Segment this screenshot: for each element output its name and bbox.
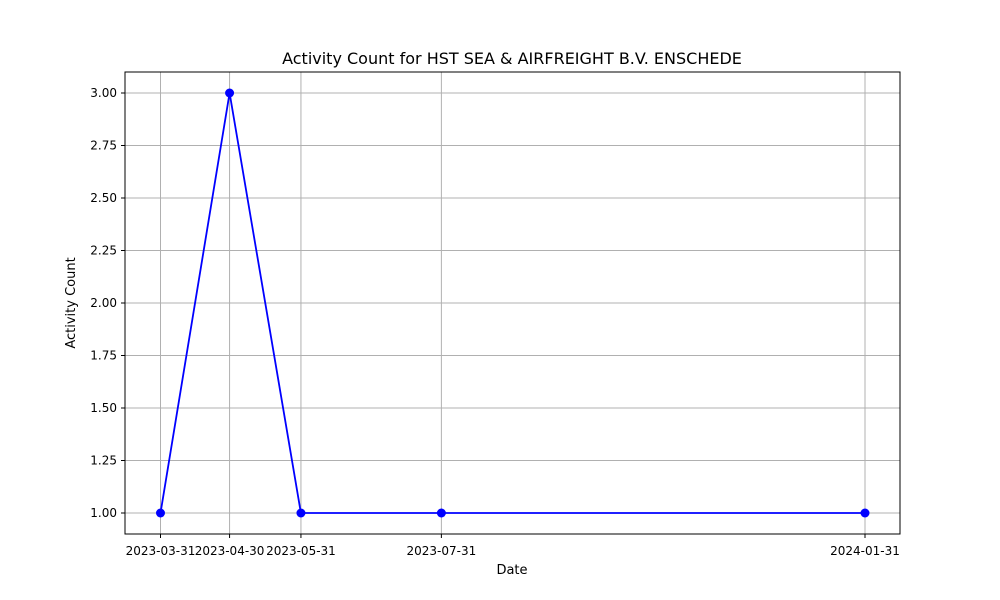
x-tick-label: 2023-07-31 xyxy=(407,544,477,558)
chart-title: Activity Count for HST SEA & AIRFREIGHT … xyxy=(282,49,742,68)
y-tick-label: 1.50 xyxy=(90,401,117,415)
x-tick-label: 2023-03-31 xyxy=(126,544,196,558)
x-tick-label: 2023-05-31 xyxy=(266,544,336,558)
grid xyxy=(125,72,900,534)
y-tick-label: 3.00 xyxy=(90,86,117,100)
y-tick-label: 1.75 xyxy=(90,349,117,363)
y-axis-ticks: 1.00 1.25 1.50 1.75 2.00 2.25 2.50 2.75 3.00 xyxy=(90,86,125,520)
x-axis-ticks: 2023-03-31 2023-04-30 2023-05-31 2023-07-31… xyxy=(126,534,900,558)
y-tick-label: 2.25 xyxy=(90,244,117,258)
x-tick-label: 2023-04-30 xyxy=(195,544,265,558)
data-point xyxy=(296,508,306,518)
y-tick-label: 2.50 xyxy=(90,191,117,205)
data-point xyxy=(436,508,446,518)
plot-frame xyxy=(124,71,901,535)
x-axis-label: Date xyxy=(496,563,527,578)
y-tick-label: 1.00 xyxy=(90,506,117,520)
x-tick-label: 2024-01-31 xyxy=(830,544,900,558)
y-tick-label: 1.25 xyxy=(90,454,117,468)
data-point xyxy=(860,508,870,518)
data-point xyxy=(156,508,165,518)
y-axis-label: Activity Count xyxy=(64,257,79,348)
series-layer xyxy=(156,88,870,518)
y-tick-label: 2.00 xyxy=(90,296,117,310)
y-tick-label: 2.75 xyxy=(90,139,117,153)
data-point xyxy=(225,88,235,98)
